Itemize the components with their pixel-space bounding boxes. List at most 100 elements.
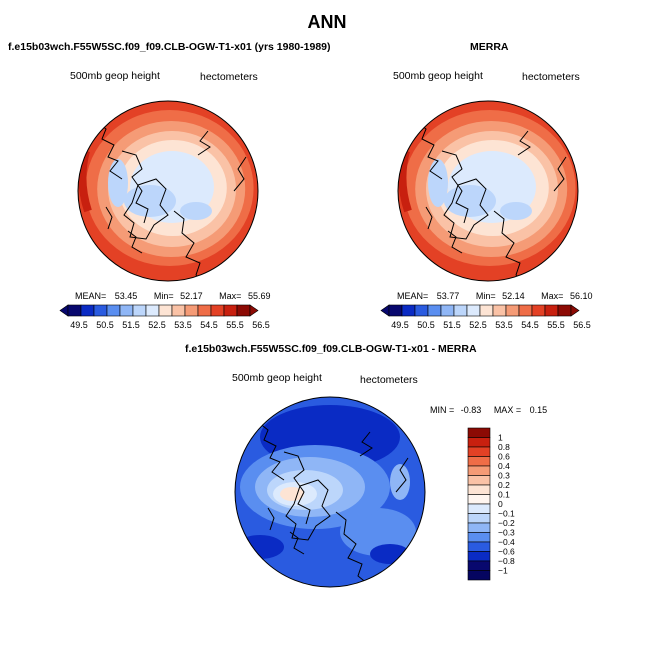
colorbar-swatch [388,304,403,317]
colorbar-swatch [467,484,491,495]
colorbar-tick-label: −0.4 [498,537,515,547]
colorbar-swatch [467,427,491,438]
coastline [267,507,275,531]
map-fill [78,101,258,281]
coastline [447,230,463,254]
colorbar-swatch [453,304,468,317]
colorbar-tick-label: −0.8 [498,556,515,566]
colorbar-tick-label: 0.1 [498,490,510,500]
colorbar-swatch [467,503,491,514]
colorbar-tick-label: 52.5 [148,320,166,330]
colorbar-swatch [467,475,491,486]
colorbar-tick-label: 0.3 [498,471,510,481]
colorbar-swatch [518,304,533,317]
colorbar-tick-label: 50.5 [417,320,435,330]
colorbar-tick-label: 1 [498,433,503,443]
panel2-mean-label: MEAN= [397,291,429,301]
colorbar-tick-label: 0 [498,499,503,509]
map-fill [235,397,425,587]
panel1-colorbar: 49.5 50.5 51.5 52.5 53.5 54.5 55.5 56.5 [59,304,270,330]
colorbar-tick-label: 0.6 [498,452,510,462]
panel1-field-label: 500mb geop height [70,70,160,82]
panel1-max-value: 55.69 [247,291,271,301]
colorbar-tick-label: 55.5 [226,320,244,330]
colorbar-swatch [106,304,121,317]
panel1-map [77,100,259,282]
colorbar-swatch [467,456,491,467]
colorbar-arrow-low [59,304,69,317]
coastline [283,451,311,525]
colorbar-tick-label: 56.5 [252,320,270,330]
colorbar-tick-label: 0.4 [498,461,510,471]
panel1-mean-label: MEAN= [75,291,107,301]
coastline [441,150,469,224]
colorbar-arrow-high [249,304,259,317]
coastline [105,206,113,230]
colorbar-swatch [467,532,491,543]
panel3-min-value: -0.83 [460,405,482,415]
colorbar-swatch [467,437,491,448]
panel2-max-value: 56.10 [569,291,593,301]
colorbar-swatch [467,465,491,476]
coastline [285,479,331,541]
colorbar-swatch [466,304,481,317]
colorbar-swatch [171,304,186,317]
colorbar-tick-label: 54.5 [200,320,218,330]
colorbar-swatch [210,304,225,317]
map-band [108,159,128,207]
colorbar-swatch [505,304,520,317]
colorbar-tick-label: −0.1 [498,509,515,519]
colorbar-swatch [119,304,134,317]
coastline [395,457,409,493]
colorbar-swatch [492,304,507,317]
coastline [95,120,123,180]
coastline [553,156,567,192]
colorbar-swatch [467,494,491,505]
colorbar-tick-label: 54.5 [521,320,539,330]
map-outline [77,100,259,282]
colorbar-tick-label: 49.5 [391,320,409,330]
colorbar-tick-label: 51.5 [122,320,140,330]
page-title: ANN [307,12,347,32]
map-band [444,185,496,217]
panel2-colorbar: 49.5 50.5 51.5 52.5 53.5 54.5 55.5 56.5 [380,304,591,330]
coastline [443,178,489,240]
panel2-min-value: 52.14 [502,291,525,301]
colorbar-swatch [467,522,491,533]
coastline [233,156,247,192]
panel3-max-value: 0.15 [529,405,548,415]
map-band [124,185,176,217]
colorbar-swatch [401,304,416,317]
colorbar-arrow-low [380,304,390,317]
colorbar-swatch [531,304,546,317]
colorbar-tick-label: −0.3 [498,528,515,538]
colorbar-tick-label: 49.5 [70,320,88,330]
panel3-max-label: MAX = [493,405,522,415]
panel2-map [397,100,579,282]
colorbar-tick-label: 53.5 [495,320,513,330]
colorbar-swatch [467,560,491,571]
coastline [257,421,285,481]
colorbar-swatch [440,304,455,317]
panel1-min-value: 52.17 [180,291,203,301]
colorbar-swatch [467,513,491,524]
colorbar-swatch [158,304,173,317]
colorbar-tick-label: 56.5 [573,320,591,330]
map-outline [397,100,579,282]
colorbar-swatch [67,304,82,317]
colorbar-swatch [145,304,160,317]
panel2-min-label: Min= [475,291,496,301]
panel1-units-label: hectometers [200,71,258,83]
colorbar-swatch [557,304,572,317]
panel2-mean-value: 53.77 [436,291,460,301]
coastline [123,178,169,240]
colorbar-swatch [184,304,199,317]
colorbar-swatch [427,304,442,317]
colorbar-swatch [236,304,251,317]
map-band [500,202,532,220]
colorbar-tick-label: 50.5 [96,320,114,330]
colorbar-tick-label: 52.5 [469,320,487,330]
coastline [415,120,443,180]
colorbar-swatch [223,304,238,317]
